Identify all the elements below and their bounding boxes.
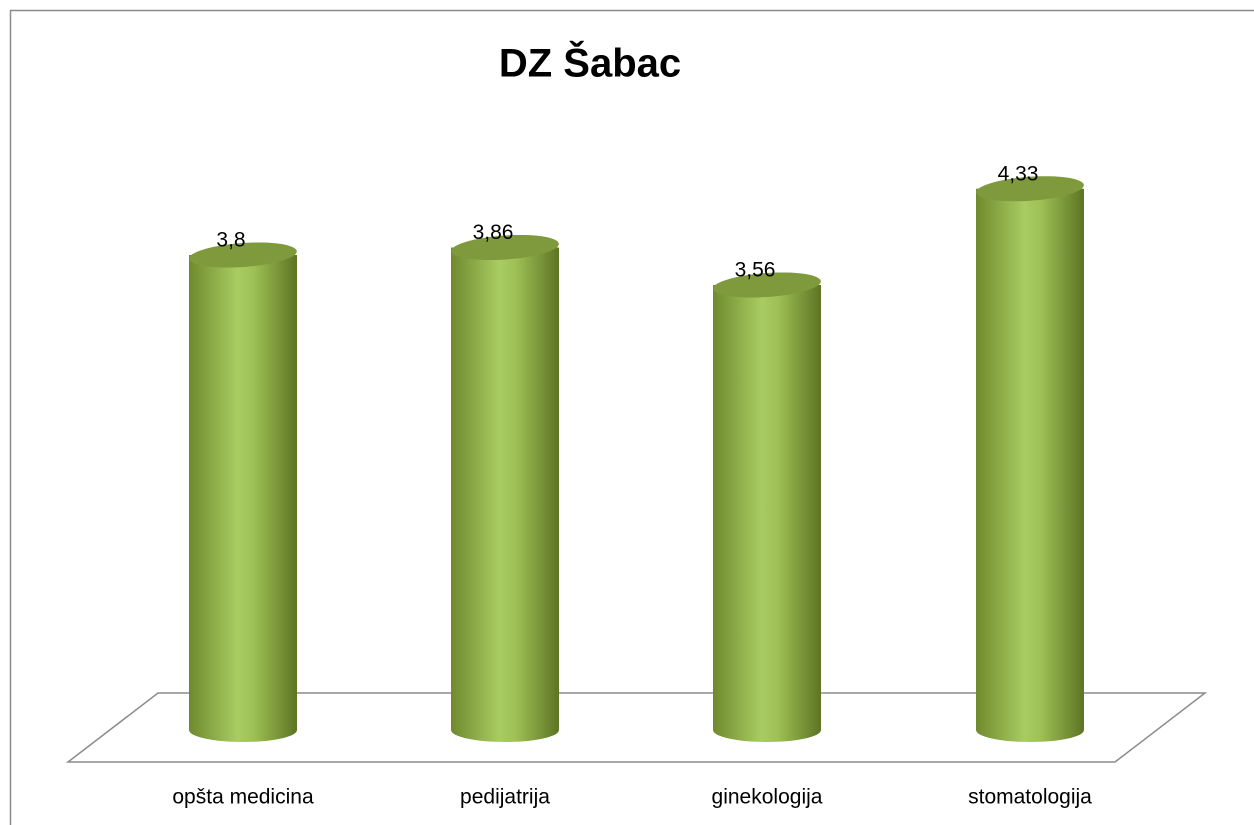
bar-top <box>451 234 559 261</box>
x-tick-label: pedijatrija <box>460 786 550 809</box>
bar-body <box>451 247 559 742</box>
value-label: 3,86 <box>473 221 514 244</box>
x-tick-label: ginekologija <box>712 786 823 809</box>
bar-top <box>189 242 297 268</box>
bar <box>451 234 559 742</box>
bar-top <box>713 272 821 298</box>
chart-title: DZ Šabac <box>499 40 681 86</box>
value-label: 4,33 <box>998 162 1039 185</box>
bar <box>189 242 297 742</box>
x-tick-label: stomatologija <box>968 786 1092 809</box>
bar-body <box>976 188 1084 742</box>
bar <box>713 272 821 742</box>
bar <box>976 176 1084 742</box>
value-label: 3,8 <box>216 229 245 252</box>
bar-body <box>713 285 821 742</box>
bar-top <box>976 176 1084 202</box>
x-tick-label: opšta medicina <box>172 786 314 809</box>
bar-body <box>189 255 297 742</box>
value-label: 3,56 <box>735 259 776 282</box>
floor <box>65 692 1208 763</box>
